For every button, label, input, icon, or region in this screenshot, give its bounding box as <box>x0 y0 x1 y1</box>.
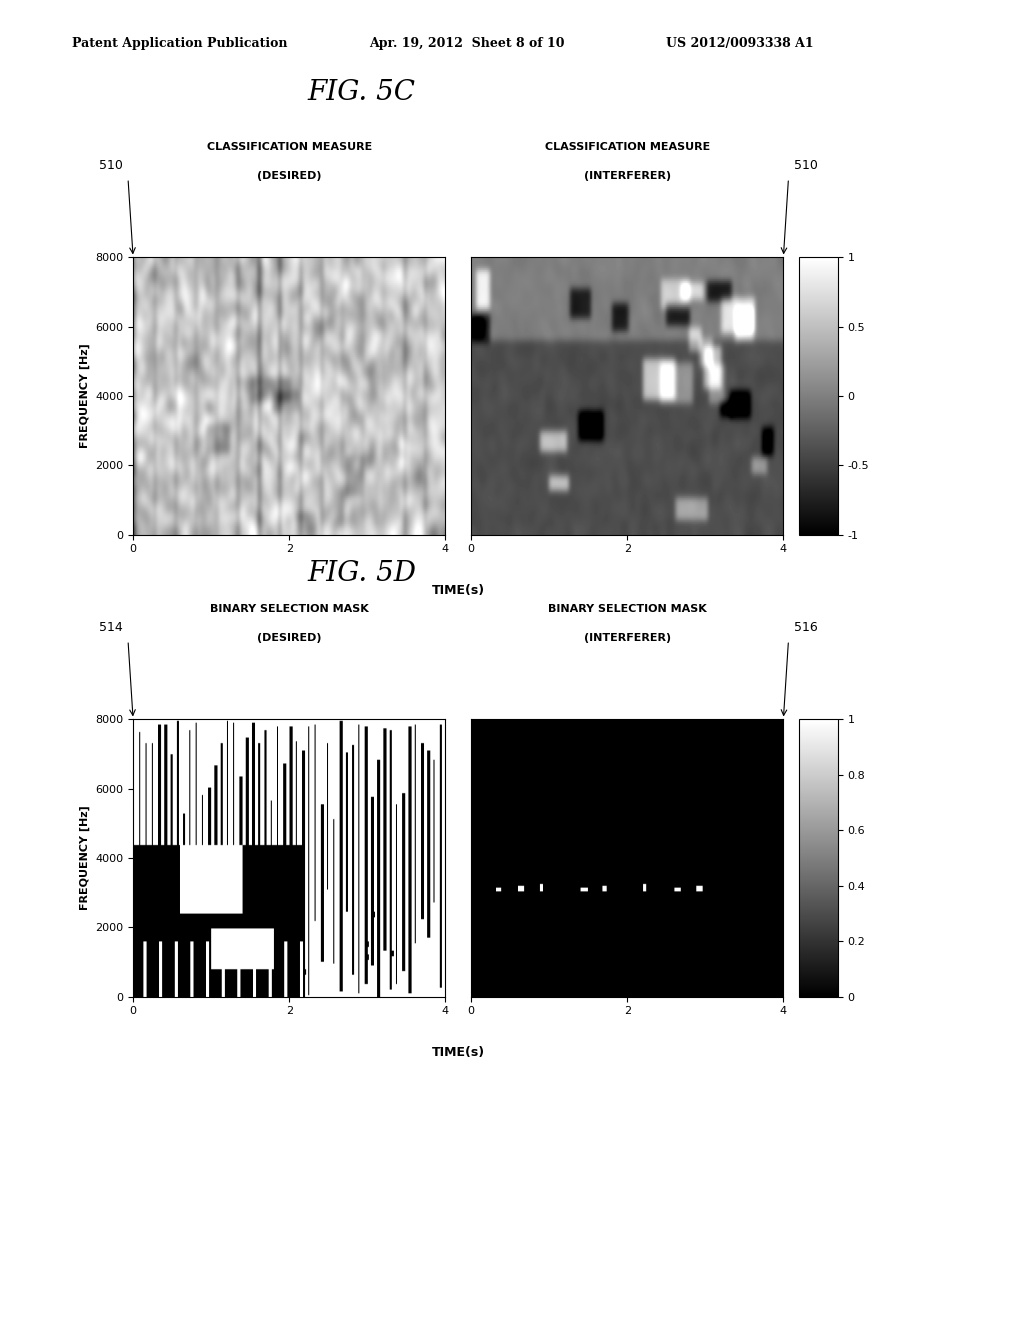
Text: BINARY SELECTION MASK: BINARY SELECTION MASK <box>210 603 369 614</box>
Text: (INTERFERER): (INTERFERER) <box>584 632 671 643</box>
Text: TIME(s): TIME(s) <box>432 1045 484 1059</box>
Text: 510: 510 <box>794 158 817 172</box>
Y-axis label: FREQUENCY [Hz]: FREQUENCY [Hz] <box>80 805 90 911</box>
Text: FIG. 5C: FIG. 5C <box>307 79 415 106</box>
Text: 514: 514 <box>99 620 123 634</box>
Y-axis label: FREQUENCY [Hz]: FREQUENCY [Hz] <box>80 343 90 449</box>
Text: (DESIRED): (DESIRED) <box>257 632 322 643</box>
Text: (DESIRED): (DESIRED) <box>257 170 322 181</box>
Text: CLASSIFICATION MEASURE: CLASSIFICATION MEASURE <box>207 141 372 152</box>
Text: 510: 510 <box>99 158 123 172</box>
Text: BINARY SELECTION MASK: BINARY SELECTION MASK <box>548 603 707 614</box>
Text: Apr. 19, 2012  Sheet 8 of 10: Apr. 19, 2012 Sheet 8 of 10 <box>369 37 564 50</box>
Text: TIME(s): TIME(s) <box>432 583 484 597</box>
Text: (INTERFERER): (INTERFERER) <box>584 170 671 181</box>
Text: FIG. 5D: FIG. 5D <box>307 561 416 587</box>
Text: Patent Application Publication: Patent Application Publication <box>72 37 287 50</box>
Text: US 2012/0093338 A1: US 2012/0093338 A1 <box>666 37 813 50</box>
Text: CLASSIFICATION MEASURE: CLASSIFICATION MEASURE <box>545 141 710 152</box>
Text: 516: 516 <box>794 620 817 634</box>
